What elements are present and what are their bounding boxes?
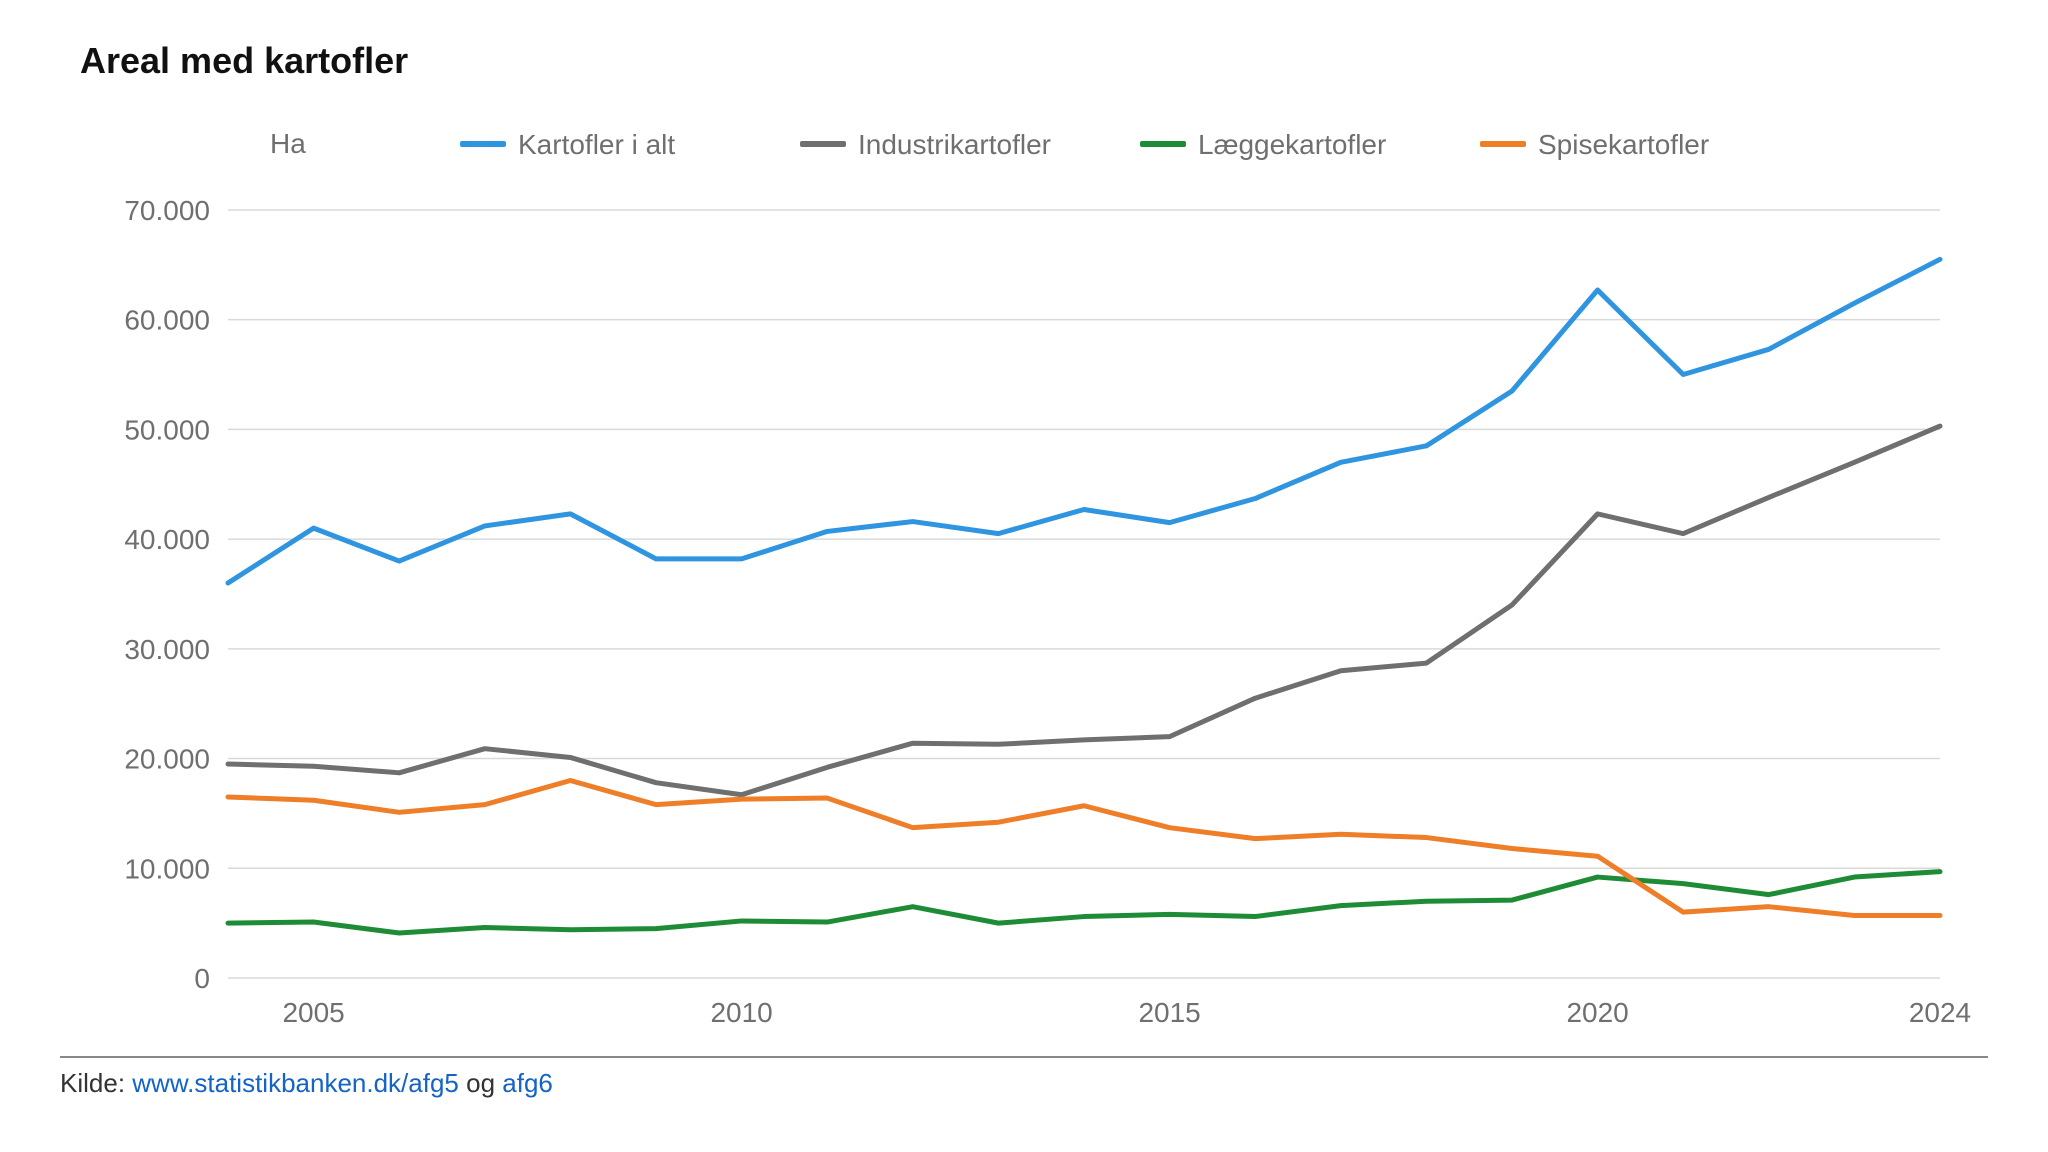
svg-text:2005: 2005: [282, 997, 344, 1028]
svg-text:0: 0: [194, 963, 210, 994]
svg-text:2020: 2020: [1566, 997, 1628, 1028]
svg-text:Læggekartofler: Læggekartofler: [1198, 129, 1386, 160]
svg-text:60.000: 60.000: [124, 305, 210, 336]
line-chart: 0 10.000 20.000 30.000 40.000 50.000 60.000 70.…: [60, 88, 1988, 1048]
svg-text:2010: 2010: [710, 997, 772, 1028]
svg-text:30.000: 30.000: [124, 634, 210, 665]
svg-text:10.000: 10.000: [124, 853, 210, 884]
source-line: Kilde: www.statistikbanken.dk/afg5 og af…: [60, 1056, 1988, 1099]
svg-text:Spisekartofler: Spisekartofler: [1538, 129, 1709, 160]
svg-text:Industrikartofler: Industrikartofler: [858, 129, 1051, 160]
source-prefix: Kilde:: [60, 1068, 132, 1098]
source-link-1[interactable]: www.statistikbanken.dk/afg5: [132, 1068, 459, 1098]
svg-text:20.000: 20.000: [124, 744, 210, 775]
chart-svg: 0 10.000 20.000 30.000 40.000 50.000 60.000 70.…: [60, 88, 1980, 1048]
chart-title: Areal med kartofler: [80, 40, 1988, 82]
source-link-2[interactable]: afg6: [502, 1068, 553, 1098]
svg-text:Ha: Ha: [270, 128, 306, 159]
svg-text:2015: 2015: [1138, 997, 1200, 1028]
source-middle: og: [459, 1068, 502, 1098]
svg-text:70.000: 70.000: [124, 195, 210, 226]
svg-text:50.000: 50.000: [124, 414, 210, 445]
svg-text:40.000: 40.000: [124, 524, 210, 555]
svg-text:Kartofler i alt: Kartofler i alt: [518, 129, 675, 160]
svg-text:2024: 2024: [1909, 997, 1971, 1028]
